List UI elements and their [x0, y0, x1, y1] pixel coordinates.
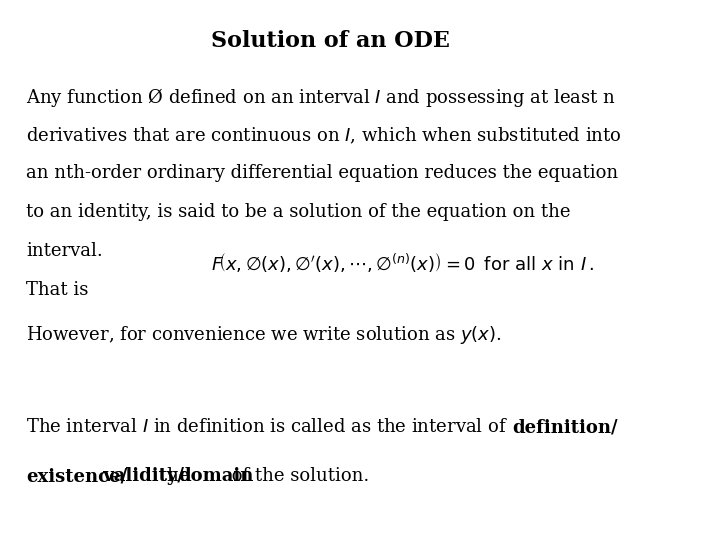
Text: to an identity, is said to be a solution of the equation on the: to an identity, is said to be a solution… [27, 203, 571, 221]
Text: Solution of an ODE: Solution of an ODE [211, 30, 449, 52]
Text: Any function Ø defined on an interval $I$ and possessing at least n: Any function Ø defined on an interval $I… [27, 86, 616, 110]
Text: The interval $I$ in definition is called as the interval of: The interval $I$ in definition is called… [27, 418, 508, 436]
Text: interval.: interval. [27, 242, 103, 260]
Text: existence/: existence/ [27, 467, 127, 485]
Text: definition/: definition/ [512, 418, 618, 436]
Text: $F\!\left(x,\varnothing(x),\varnothing'(x),\cdots,\varnothing^{(n)}(x)\right) = : $F\!\left(x,\varnothing(x),\varnothing'(… [211, 251, 594, 274]
Text: derivatives that are continuous on $I$, which when substituted into: derivatives that are continuous on $I$, … [27, 125, 622, 146]
Text: That is: That is [27, 281, 89, 299]
Text: an nth-order ordinary differential equation reduces the equation: an nth-order ordinary differential equat… [27, 164, 618, 182]
Text: domain: domain [179, 467, 253, 485]
Text: validity/: validity/ [97, 467, 184, 485]
Text: the: the [154, 467, 195, 485]
Text: of the solution.: of the solution. [226, 467, 369, 485]
Text: However, for convenience we write solution as $y(x)$.: However, for convenience we write soluti… [27, 324, 502, 346]
